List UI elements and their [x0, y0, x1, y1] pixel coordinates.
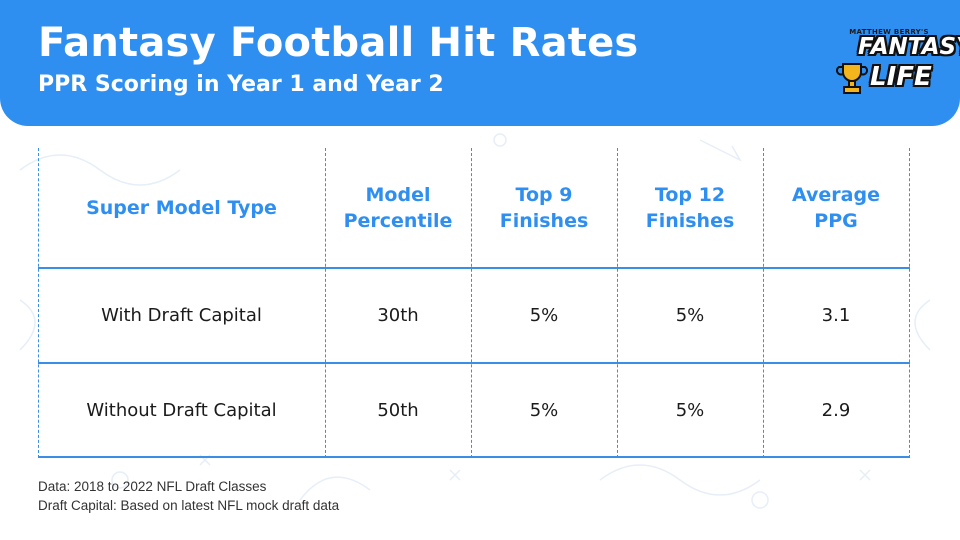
table-cell-top-9: 5%: [529, 305, 559, 326]
table-cell-top-9: 5%: [529, 399, 559, 421]
table-cell-model-percentile: 30th: [377, 305, 419, 326]
column-header-top-9-finishes: Top 9 Finishes: [499, 184, 589, 232]
page-subtitle: PPR Scoring in Year 1 and Year 2: [38, 72, 444, 97]
trophy-icon: [836, 63, 868, 94]
column-divider: [325, 148, 326, 458]
logo-life-text: LIFE: [870, 62, 932, 92]
column-header-average-ppg: Average PPG: [792, 184, 880, 232]
column-divider: [617, 148, 618, 458]
table-cell-top-12: 5%: [675, 399, 705, 421]
fantasy-life-logo: MATTHEW BERRY'S FANTASY LIFE: [836, 22, 960, 100]
row-divider: [38, 362, 910, 364]
table-cell-average-ppg: 2.9: [821, 399, 851, 421]
source-line-draft-capital: Draft Capital: Based on latest NFL mock …: [38, 498, 340, 513]
column-header-top-12-finishes: Top 12 Finishes: [645, 184, 735, 232]
table-cell-model-percentile: 50th: [377, 399, 419, 421]
header-row-divider: [38, 267, 910, 269]
logo-fantasy-text: FANTASY: [858, 34, 960, 60]
source-note: Data: 2018 to 2022 NFL Draft Classes Dra…: [38, 477, 339, 515]
table-cell-top-12: 5%: [675, 305, 705, 326]
table-bottom-border: [38, 456, 910, 458]
page-title: Fantasy Football Hit Rates: [38, 20, 639, 66]
header-banner: Fantasy Football Hit Rates PPR Scoring i…: [0, 0, 960, 126]
source-line-data: Data: 2018 to 2022 NFL Draft Classes: [38, 479, 267, 494]
column-divider: [38, 148, 39, 458]
column-header-model-percentile: Model Percentile: [343, 184, 453, 232]
table-cell-average-ppg: 3.1: [821, 305, 851, 326]
column-header-super-model-type: Super Model Type: [86, 197, 277, 219]
logo-small-text: MATTHEW BERRY'S: [849, 28, 929, 36]
column-divider: [763, 148, 764, 458]
hit-rates-table: Super Model Type Model Percentile Top 9 …: [38, 148, 910, 458]
column-divider: [909, 148, 910, 458]
column-divider: [471, 148, 472, 458]
table-cell-model-type: With Draft Capital: [101, 305, 262, 326]
table-cell-model-type: Without Draft Capital: [86, 399, 277, 421]
